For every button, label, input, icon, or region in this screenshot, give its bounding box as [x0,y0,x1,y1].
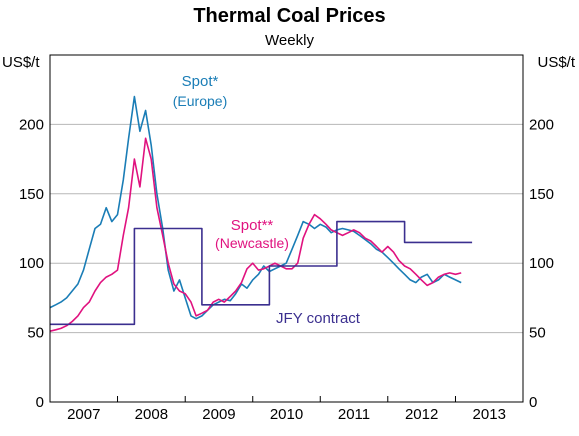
gridlines [50,123,523,334]
annotation-europe-sub: (Europe) [173,93,227,109]
y-tick-label-left: 200 [19,116,44,133]
y-tick-label-right: 50 [529,325,546,342]
chart-title: Thermal Coal Prices [193,5,385,27]
axis-ticks: 0 0 50 50 100 100 150 150 200 200 2007 2008 2009 2010… [19,116,554,423]
x-tick-label: 2012 [405,406,438,423]
y-tick-label-left: 100 [19,255,44,272]
annotation-newcastle-sub: (Newcastle) [215,235,289,251]
y-tick-label-right: 100 [529,255,554,272]
x-tick-label: 2008 [135,406,168,423]
x-tick-label: 2007 [67,406,100,423]
series-lines [49,95,473,332]
series-annotations: Spot* (Europe) Spot**(Newcastle) JFY contra… [173,73,361,327]
series-line-jfy [50,220,473,326]
series-line-newcastle [49,137,462,332]
y-tick-label-left: 50 [27,325,44,342]
y-axis-unit-right: US$/t [537,54,575,71]
x-tick-label: 2009 [202,406,235,423]
y-tick-label-left: 150 [19,186,44,203]
x-tick-label: 2013 [473,406,506,423]
y-tick-label-right: 150 [529,186,554,203]
annotation-jfy: JFY contract [276,310,361,327]
y-tick-label-right: 0 [529,394,537,411]
series-line-europe [49,95,462,320]
annotation-europe: Spot* [182,73,219,90]
plot-frame [49,54,524,403]
y-tick-label-right: 200 [529,116,554,133]
x-tick-label: 2010 [270,406,303,423]
y-axis-unit-left: US$/t [2,54,40,71]
y-tick-label-left: 0 [36,394,44,411]
chart-subtitle: Weekly [265,32,314,49]
annotation-newcastle: Spot** [231,217,274,234]
x-tick-label: 2011 [338,406,370,423]
